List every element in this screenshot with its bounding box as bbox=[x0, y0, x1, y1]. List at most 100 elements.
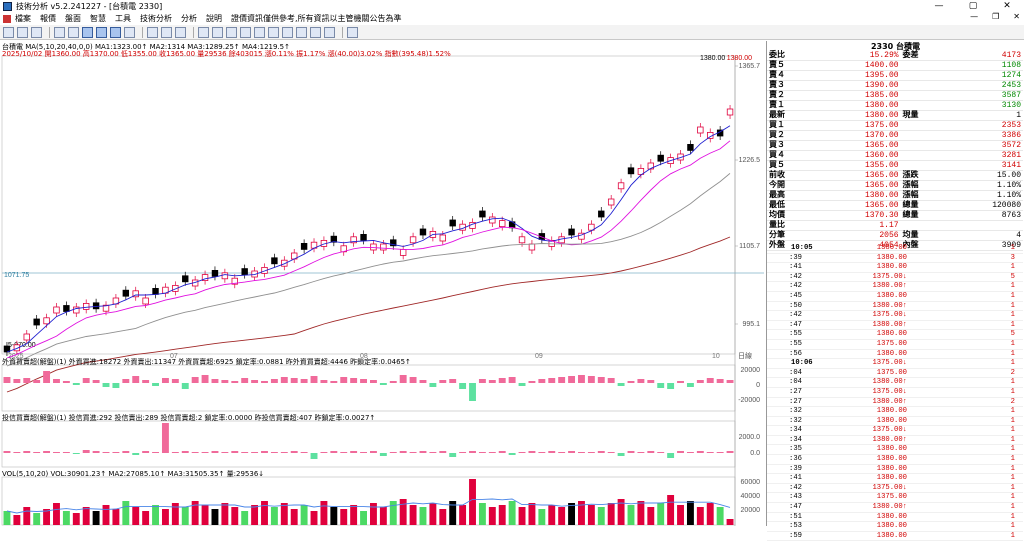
tool-color-icon[interactable] bbox=[324, 26, 335, 38]
tick-price: 1375.00 bbox=[876, 368, 907, 377]
volume-bar bbox=[211, 509, 219, 525]
tick-volume: 1 bbox=[1010, 483, 1015, 492]
quote-row: 買３ 1365.00 3572 bbox=[767, 140, 1023, 152]
foreign-bar bbox=[82, 378, 90, 383]
trust-bar bbox=[538, 452, 546, 453]
trust-bar bbox=[320, 452, 328, 453]
tool-cursor-icon[interactable] bbox=[3, 26, 14, 38]
price-axis-label: 1380.00 bbox=[727, 55, 752, 62]
quote-value2: 1.10% bbox=[946, 190, 1023, 202]
tick-row: :55 1380.00 5 bbox=[767, 330, 1023, 340]
trust-bar bbox=[439, 451, 447, 453]
candle-body bbox=[409, 236, 417, 244]
foreign-bar bbox=[92, 380, 100, 383]
tool-save-icon[interactable] bbox=[347, 26, 358, 38]
quote-label2: 漲幅 bbox=[900, 180, 947, 192]
tick-volume: 1 bbox=[1010, 407, 1015, 416]
tool-line-icon[interactable] bbox=[212, 26, 223, 38]
quote-label: 買５ bbox=[767, 160, 814, 172]
minimize-button[interactable]: — bbox=[934, 1, 944, 11]
trust-bar bbox=[181, 451, 189, 453]
volume-bar bbox=[439, 509, 447, 525]
foreign-bar bbox=[617, 383, 625, 386]
candle-body bbox=[82, 302, 90, 310]
tool-arrow-icon[interactable] bbox=[310, 26, 321, 38]
tick-volume: 1 bbox=[1010, 455, 1015, 464]
close-button[interactable]: ✕ bbox=[1003, 1, 1011, 11]
tool-bars-icon[interactable] bbox=[147, 26, 158, 38]
volume-bar bbox=[657, 503, 665, 525]
trust-bar bbox=[488, 452, 496, 453]
tool-layout3-icon[interactable] bbox=[110, 26, 121, 38]
tool-zoom-in-icon[interactable] bbox=[54, 26, 65, 38]
tool-layout2-icon[interactable] bbox=[96, 26, 107, 38]
trust-bar bbox=[300, 452, 308, 453]
candle-body bbox=[627, 167, 635, 175]
tick-volume: 1 bbox=[1010, 320, 1015, 329]
child-restore-button[interactable]: ❐ bbox=[992, 12, 1000, 21]
app-icon bbox=[3, 1, 12, 11]
foreign-bar bbox=[251, 380, 259, 383]
menu-quote[interactable]: 報價 bbox=[40, 14, 56, 23]
foreign-bar bbox=[657, 383, 665, 388]
quote-value2: 3130 bbox=[946, 100, 1023, 112]
tool-text-icon[interactable] bbox=[268, 26, 279, 38]
trust-bar bbox=[261, 451, 268, 453]
tool-hline-icon[interactable] bbox=[226, 26, 237, 38]
tool-rect-icon[interactable] bbox=[282, 26, 293, 38]
tool-fib-icon[interactable] bbox=[254, 26, 265, 38]
foreign-bar bbox=[627, 381, 635, 383]
tick-volume: 1 bbox=[1010, 291, 1015, 300]
maximize-button[interactable]: ▢ bbox=[968, 1, 978, 11]
tool-candles-icon[interactable] bbox=[175, 26, 186, 38]
menu-tools[interactable]: 工具 bbox=[115, 14, 131, 23]
foreign-bar bbox=[181, 383, 189, 389]
child-close-button[interactable]: ✕ bbox=[1013, 12, 1020, 21]
foreign-panel bbox=[1, 364, 736, 412]
quote-label: 均價 bbox=[767, 210, 814, 222]
tick-time: :50 bbox=[789, 301, 802, 310]
child-minimize-button[interactable]: — bbox=[970, 12, 979, 21]
tool-remove-icon[interactable] bbox=[31, 26, 42, 38]
foreign-bar bbox=[53, 379, 60, 383]
tick-time: :35 bbox=[789, 445, 802, 454]
menu-analysis[interactable]: 分析 bbox=[181, 14, 197, 23]
menu-help[interactable]: 說明 bbox=[206, 14, 222, 23]
tick-row: :43 1375.00 1 bbox=[767, 493, 1023, 504]
tick-row: :55 1375.00 1 bbox=[767, 340, 1023, 350]
candle-body bbox=[132, 290, 139, 298]
tool-grid-icon[interactable] bbox=[124, 26, 135, 38]
price-panel bbox=[1, 55, 736, 355]
tool-columns-icon[interactable] bbox=[161, 26, 172, 38]
foreign-bar bbox=[231, 381, 239, 383]
menu-file[interactable]: 檔案 bbox=[15, 14, 31, 23]
tick-volume: 5 bbox=[1010, 272, 1015, 281]
trust-bar bbox=[82, 450, 90, 453]
quote-value: 1395.00 bbox=[813, 70, 901, 82]
chart-canvas[interactable]: 1380.001365.71226.51105.7995.11071.755-9… bbox=[0, 41, 764, 526]
tick-row: :04 1380.00↑ 1 bbox=[767, 378, 1023, 388]
menu-technical[interactable]: 技術分析 bbox=[140, 14, 172, 23]
quote-value: 2056 bbox=[813, 230, 901, 242]
quote-value: 1390.00 bbox=[813, 80, 901, 92]
tool-parallel-icon[interactable] bbox=[240, 26, 251, 38]
menu-board[interactable]: 盤面 bbox=[65, 14, 81, 23]
tool-pointer-icon[interactable] bbox=[198, 26, 209, 38]
foreign-bar bbox=[270, 379, 278, 383]
tool-zoom-out-icon[interactable] bbox=[68, 26, 79, 38]
candle-body bbox=[281, 259, 288, 267]
tool-circle-icon[interactable] bbox=[296, 26, 307, 38]
tool-add-icon[interactable] bbox=[17, 26, 28, 38]
menu-smart[interactable]: 智慧 bbox=[90, 14, 106, 23]
candle-body bbox=[330, 235, 338, 243]
tick-list[interactable]: 10:05 1380.00 1:39 1380.00 3:41 1380.00 1:42 13… bbox=[767, 244, 1023, 541]
tool-layout1-icon[interactable] bbox=[82, 26, 93, 38]
chart-area[interactable]: 1380.00 1365.7 1226.5 1105.7 995.1 1071.75 5-9… bbox=[0, 41, 764, 526]
trust-bar bbox=[62, 452, 70, 453]
volume-bar bbox=[459, 505, 467, 525]
foreign-bar bbox=[538, 379, 546, 383]
foreign-bar bbox=[171, 379, 179, 383]
tick-time: :34 bbox=[789, 426, 802, 435]
tick-row: :32 1380.00 1 bbox=[767, 417, 1023, 427]
trust-bar bbox=[92, 451, 100, 453]
